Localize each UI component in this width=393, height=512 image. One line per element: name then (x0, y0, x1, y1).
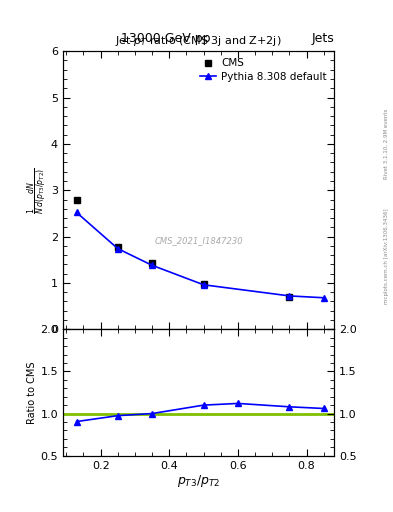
Legend: CMS, Pythia 8.308 default: CMS, Pythia 8.308 default (198, 56, 329, 83)
Text: Jets: Jets (311, 32, 334, 45)
Line: Pythia 8.308 default: Pythia 8.308 default (73, 209, 327, 301)
Pythia 8.308 default (74, 209, 79, 216)
Pythia 8.308 default (321, 295, 326, 301)
Text: Jet $p_T$ ratio (CMS 3j and Z+2j): Jet $p_T$ ratio (CMS 3j and Z+2j) (115, 34, 282, 49)
Pythia 8.308 default (201, 282, 206, 288)
CMS (150, 261, 154, 267)
Pythia 8.308 default (116, 246, 120, 252)
Text: CMS_2021_I1847230: CMS_2021_I1847230 (154, 236, 243, 245)
Pythia 8.308 default (150, 262, 154, 268)
Line: CMS: CMS (73, 197, 293, 301)
Y-axis label: $\frac{1}{N}\frac{dN}{d(p_{T3}/p_{T2})}$: $\frac{1}{N}\frac{dN}{d(p_{T3}/p_{T2})}$ (26, 167, 50, 214)
CMS (201, 281, 206, 287)
Text: mcplots.cern.ch [arXiv:1306.3436]: mcplots.cern.ch [arXiv:1306.3436] (384, 208, 389, 304)
CMS (116, 244, 120, 250)
Text: 13000 GeV pp: 13000 GeV pp (121, 32, 211, 45)
Y-axis label: Ratio to CMS: Ratio to CMS (28, 361, 37, 424)
X-axis label: $p_{T3}/p_{T2}$: $p_{T3}/p_{T2}$ (177, 473, 220, 489)
Pythia 8.308 default (287, 293, 292, 299)
CMS (74, 197, 79, 203)
Text: Rivet 3.1.10, 2.9M events: Rivet 3.1.10, 2.9M events (384, 108, 389, 179)
CMS (287, 294, 292, 300)
